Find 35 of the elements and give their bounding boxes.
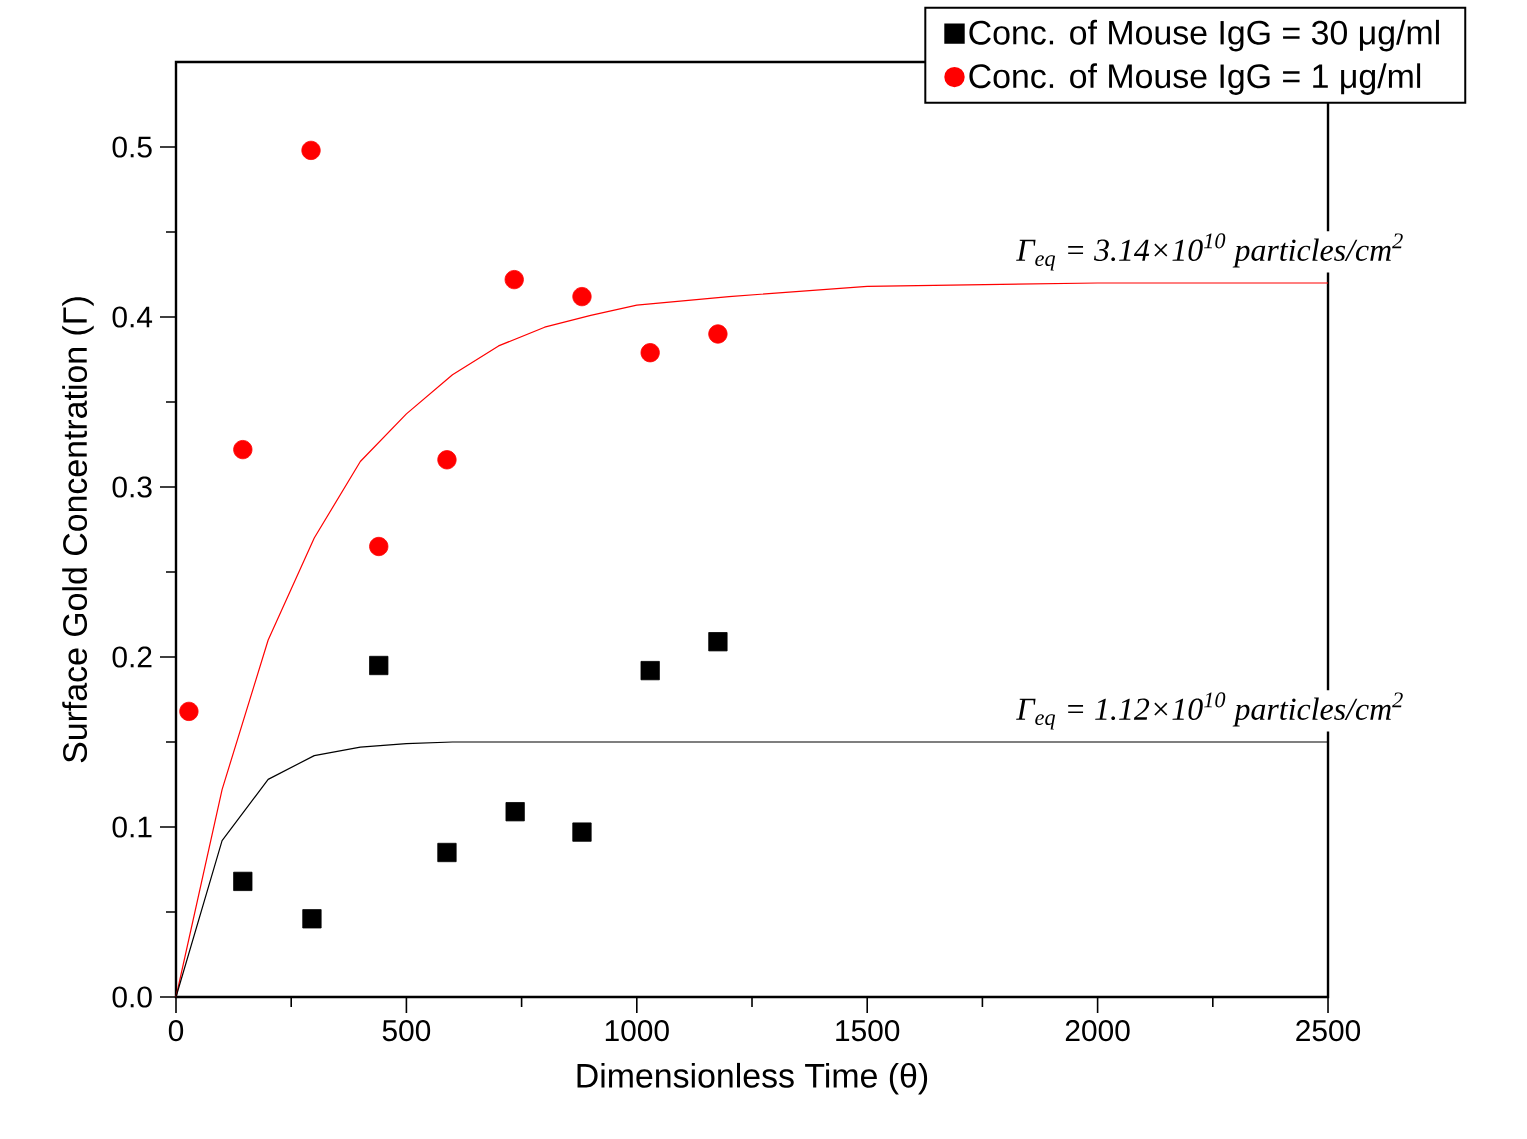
- point: [233, 440, 253, 460]
- point: [369, 536, 389, 557]
- point: [640, 661, 660, 681]
- y-tick-label: 0.1: [112, 816, 152, 838]
- point: [708, 324, 728, 344]
- x-tick-label: 2000: [1065, 1020, 1130, 1042]
- point: [572, 822, 592, 842]
- annotation: Γ$_{eq}$ = 3.14×10$^{10}$ particles/cm$^{2}$: [1016, 233, 1403, 271]
- annotation: Γ$_{eq}$ = 1.12×10$^{10}$ particles/cm$^{2}$: [1016, 692, 1403, 730]
- point: [301, 140, 321, 160]
- legend-label: Conc. of Mouse IgG = 30 μg/ml: [969, 19, 1439, 52]
- legend-label: Conc. of Mouse IgG = 1 μg/ml: [969, 63, 1421, 95]
- y-tick-label: 0.5: [112, 136, 152, 158]
- point: [302, 909, 322, 929]
- x-axis-title: Dimensionless Time (θ): [577, 1062, 928, 1095]
- point: [505, 802, 525, 822]
- point: [437, 842, 457, 863]
- y-tick-label: 0.4: [112, 306, 153, 328]
- point: [708, 632, 728, 652]
- point: [179, 701, 199, 721]
- x-tick-label: 1000: [605, 1020, 669, 1042]
- point: [504, 270, 524, 290]
- y-tick-label: 0.3: [112, 476, 152, 498]
- x-tick-label: 1500: [836, 1020, 900, 1042]
- point: [233, 871, 253, 891]
- point: [369, 655, 389, 676]
- point: [572, 287, 592, 307]
- x-tick-label: 2500: [1296, 1020, 1361, 1042]
- point: [640, 343, 660, 363]
- y-tick-label: 0.0: [112, 986, 152, 1008]
- y-tick-label: 0.2: [112, 646, 152, 668]
- x-tick-label: 0: [168, 1020, 184, 1042]
- point: [437, 450, 457, 470]
- y-axis-title: Surface Gold Concentration (Γ): [62, 297, 94, 763]
- x-tick-label: 500: [382, 1020, 431, 1042]
